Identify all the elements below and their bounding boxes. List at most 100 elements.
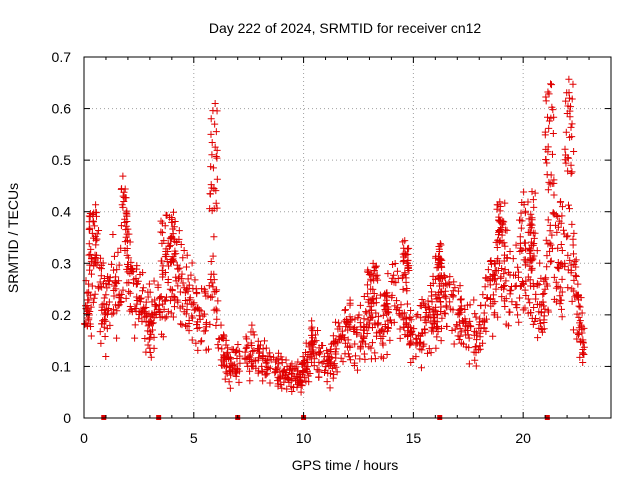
data-point — [311, 331, 319, 339]
data-point — [514, 273, 522, 281]
data-point — [215, 335, 223, 343]
data-point — [125, 254, 133, 262]
data-point — [266, 353, 274, 361]
data-point — [483, 294, 491, 302]
data-point — [167, 309, 175, 317]
data-point — [255, 354, 263, 362]
data-point — [248, 347, 256, 355]
data-point — [197, 307, 205, 315]
data-point — [85, 240, 93, 248]
y-tick-label: 0.7 — [52, 49, 72, 65]
data-point — [185, 281, 193, 289]
data-point — [531, 318, 539, 326]
data-point — [442, 294, 450, 302]
data-point — [494, 236, 502, 244]
data-point — [516, 233, 524, 241]
data-point — [567, 161, 575, 169]
data-point — [204, 345, 212, 353]
data-point — [449, 292, 457, 300]
data-point — [346, 313, 354, 321]
data-point — [450, 278, 458, 286]
data-point — [117, 298, 125, 306]
data-point — [145, 318, 153, 326]
data-point — [495, 238, 503, 246]
data-point — [185, 327, 193, 335]
data-point — [518, 217, 526, 225]
data-point — [531, 229, 539, 237]
data-point — [542, 156, 550, 164]
data-point — [406, 341, 414, 349]
data-point — [541, 285, 549, 293]
data-point — [97, 265, 105, 273]
data-point — [369, 272, 377, 280]
data-point — [170, 303, 178, 311]
data-point — [502, 295, 510, 303]
data-point — [568, 297, 576, 305]
data-point — [475, 346, 483, 354]
data-point — [232, 367, 240, 375]
data-point — [260, 337, 268, 345]
data-point — [194, 304, 202, 312]
data-point — [250, 331, 258, 339]
data-point — [427, 317, 435, 325]
data-point — [550, 113, 558, 121]
data-point — [572, 272, 580, 280]
data-point — [154, 306, 162, 314]
data-point — [372, 309, 380, 317]
data-point — [432, 344, 440, 352]
data-point — [207, 276, 215, 284]
data-point — [170, 235, 178, 243]
data-point — [546, 227, 554, 235]
x-tick-label: 15 — [406, 430, 422, 446]
data-point — [367, 277, 375, 285]
data-point — [540, 312, 548, 320]
data-point — [412, 312, 420, 320]
data-point — [536, 316, 544, 324]
data-point — [159, 273, 167, 281]
data-point — [403, 287, 411, 295]
data-point — [521, 304, 529, 312]
data-point — [302, 365, 310, 373]
data-point — [556, 300, 564, 308]
data-point — [501, 303, 509, 311]
data-point — [487, 257, 495, 265]
data-point — [236, 359, 244, 367]
data-point — [163, 258, 171, 266]
data-point — [161, 222, 169, 230]
data-point — [291, 372, 299, 380]
data-point — [88, 255, 96, 263]
data-point — [123, 244, 131, 252]
data-point — [84, 296, 92, 304]
data-point — [188, 336, 196, 344]
data-point — [433, 310, 441, 318]
data-point — [399, 238, 407, 246]
data-point — [377, 353, 385, 361]
data-point — [395, 306, 403, 314]
data-point — [211, 120, 219, 128]
data-point — [402, 274, 410, 282]
data-point — [432, 291, 440, 299]
data-point — [117, 222, 125, 230]
data-point — [94, 283, 102, 291]
data-point — [430, 320, 438, 328]
data-point — [531, 189, 539, 197]
data-point — [554, 258, 562, 266]
data-point — [544, 186, 552, 194]
data-point — [276, 368, 284, 376]
data-point — [246, 367, 254, 375]
data-point — [428, 298, 436, 306]
data-point — [225, 378, 233, 386]
data-point — [302, 377, 310, 385]
data-point — [98, 306, 106, 314]
data-point — [515, 318, 523, 326]
data-point — [220, 357, 228, 365]
data-point — [433, 333, 441, 341]
data-point — [371, 263, 379, 271]
data-point — [541, 305, 549, 313]
data-point — [379, 311, 387, 319]
data-point — [456, 332, 464, 340]
data-point — [313, 366, 321, 374]
data-point — [208, 279, 216, 287]
data-point — [524, 295, 532, 303]
data-point — [187, 271, 195, 279]
